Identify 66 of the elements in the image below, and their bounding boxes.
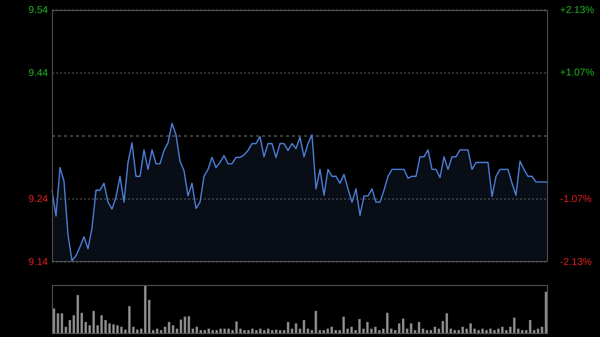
- bar: [513, 318, 516, 333]
- bar: [255, 330, 258, 333]
- bar: [501, 326, 504, 333]
- bar: [160, 330, 162, 333]
- bar: [322, 330, 325, 333]
- bar: [374, 326, 377, 333]
- bar: [204, 330, 206, 333]
- bar: [275, 330, 278, 333]
- bar: [200, 330, 202, 333]
- bar: [196, 326, 198, 333]
- bar: [136, 330, 139, 333]
- bar: [120, 326, 123, 333]
- bar: [497, 328, 500, 333]
- bar: [410, 323, 412, 333]
- bar: [128, 306, 131, 333]
- bar: [330, 326, 333, 333]
- bar: [378, 330, 381, 333]
- bar: [402, 318, 404, 333]
- y2-tick-label: +2.13%: [560, 4, 594, 16]
- y2-tick-label: +1.07%: [560, 67, 594, 78]
- bar: [263, 330, 266, 333]
- bar: [278, 330, 282, 333]
- y-tick-label: 9.14: [28, 256, 48, 268]
- bar: [462, 326, 464, 333]
- bar: [286, 322, 290, 333]
- bar: [219, 328, 222, 333]
- bar: [536, 328, 540, 333]
- y-tick-label: 9.24: [28, 194, 48, 205]
- y-tick-label: 9.44: [28, 68, 48, 79]
- bar: [454, 330, 456, 333]
- bar: [469, 323, 472, 333]
- bar: [223, 328, 226, 333]
- bar: [477, 330, 480, 333]
- bar: [326, 328, 329, 333]
- bar: [247, 330, 250, 333]
- bar: [434, 326, 436, 333]
- y2-tick-label: -2.13%: [560, 256, 592, 268]
- bar: [76, 295, 79, 333]
- bar: [314, 310, 318, 333]
- bar: [100, 315, 103, 333]
- bar: [386, 312, 388, 333]
- bar: [92, 310, 95, 333]
- bar: [505, 330, 508, 333]
- bar: [267, 328, 270, 333]
- bar: [60, 313, 64, 333]
- bar: [528, 320, 532, 333]
- bar: [212, 330, 214, 333]
- bar: [458, 330, 460, 333]
- bar: [227, 328, 230, 333]
- bar: [334, 330, 337, 333]
- y-tick-label: 9.54: [28, 4, 48, 16]
- bar: [144, 285, 146, 333]
- bar: [188, 316, 190, 333]
- bar: [215, 330, 218, 333]
- bar: [271, 330, 274, 333]
- y2-tick-label: -1.07%: [560, 194, 592, 206]
- bar: [251, 328, 254, 333]
- bar: [259, 328, 262, 333]
- bar: [156, 328, 158, 333]
- bar: [184, 316, 186, 333]
- bar: [342, 316, 345, 333]
- bar: [521, 330, 524, 333]
- bar: [446, 313, 448, 333]
- bar: [493, 330, 496, 333]
- bar: [208, 328, 210, 333]
- bar: [350, 326, 353, 333]
